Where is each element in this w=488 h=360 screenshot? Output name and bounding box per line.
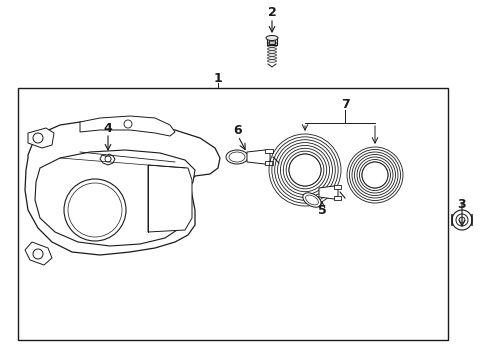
Polygon shape [28,128,54,148]
Polygon shape [148,165,192,232]
Text: 2: 2 [267,5,276,18]
Polygon shape [318,186,337,199]
Polygon shape [35,150,195,246]
Ellipse shape [305,195,318,205]
Bar [333,185,340,189]
Polygon shape [25,242,52,265]
Circle shape [361,162,387,188]
Ellipse shape [228,152,244,162]
Text: 7: 7 [340,99,348,112]
Circle shape [451,210,471,230]
Ellipse shape [302,193,321,207]
Polygon shape [100,154,115,165]
Circle shape [288,154,320,186]
Circle shape [124,120,132,128]
Circle shape [105,156,111,162]
Ellipse shape [68,183,122,237]
Text: 4: 4 [103,122,112,135]
Bar [266,38,276,45]
Ellipse shape [225,150,247,164]
Bar [268,39,274,44]
Polygon shape [80,116,175,136]
Polygon shape [246,150,269,164]
Circle shape [458,217,464,223]
Text: 3: 3 [457,198,466,211]
Polygon shape [25,122,220,255]
Bar [333,196,340,200]
Circle shape [455,214,467,226]
Circle shape [33,133,43,143]
Text: 6: 6 [233,123,242,136]
Bar [264,161,272,165]
Ellipse shape [265,36,278,40]
Circle shape [33,249,43,259]
Bar [18,88,447,340]
Ellipse shape [64,179,126,241]
Text: 1: 1 [213,72,222,85]
Text: 5: 5 [317,203,325,216]
Bar [264,149,272,153]
